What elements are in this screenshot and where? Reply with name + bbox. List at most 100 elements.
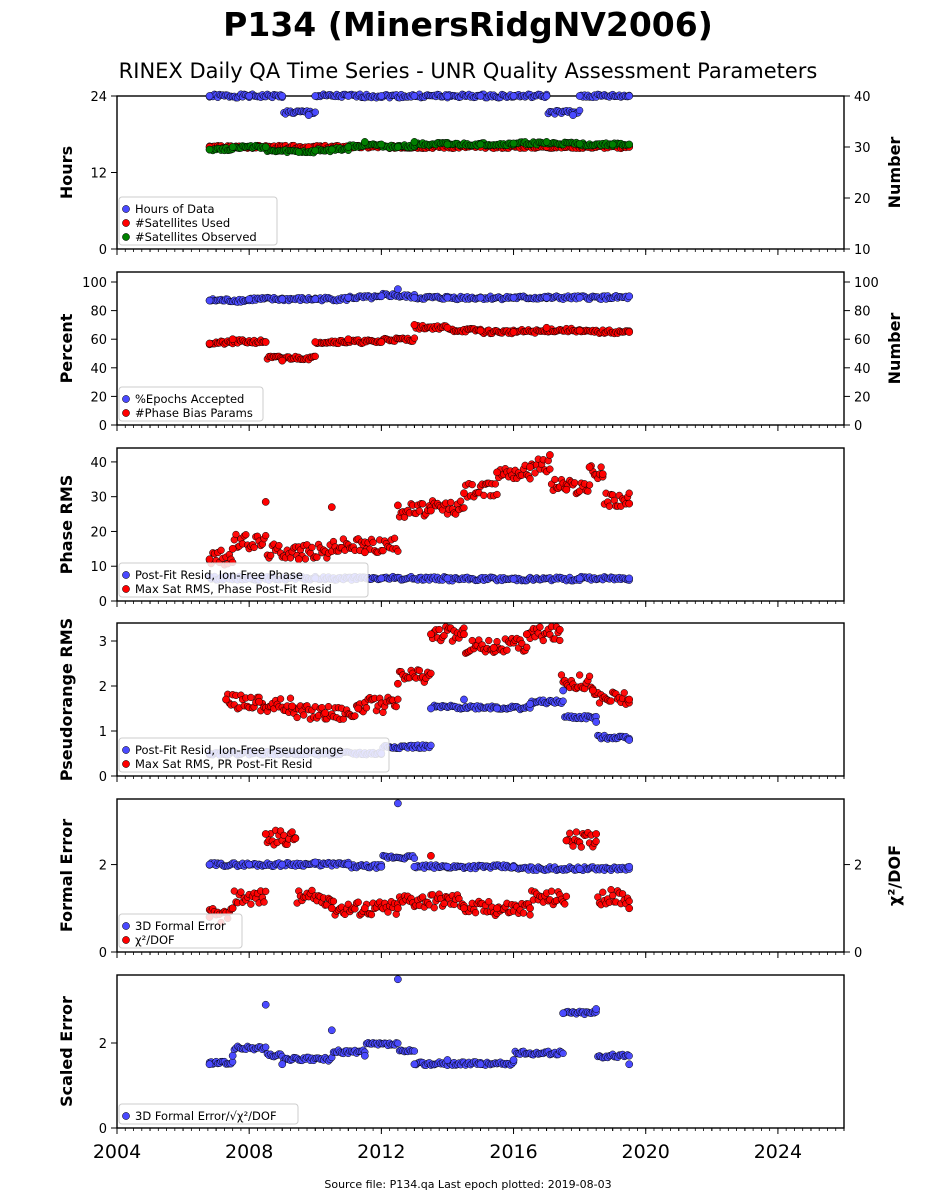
data-point (394, 679, 402, 688)
y-tick-label: 80 (90, 305, 107, 320)
data-point (311, 352, 319, 360)
data-point (443, 140, 452, 149)
data-point (379, 547, 387, 555)
x-tick-label: 2024 (754, 1141, 802, 1163)
legend-marker (122, 936, 130, 944)
data-point (509, 139, 518, 148)
data-point (286, 554, 295, 562)
data-point (625, 292, 634, 301)
legend-box (118, 386, 264, 422)
data-point (217, 546, 225, 554)
data-point (575, 106, 584, 115)
data-point (569, 111, 577, 119)
data-point (344, 860, 353, 869)
data-point (245, 92, 254, 100)
data-point (419, 893, 427, 901)
data-point (457, 497, 465, 505)
legend-marker (122, 205, 130, 213)
y-tick-label: 12 (90, 167, 107, 182)
data-point (493, 637, 501, 646)
data-point (255, 697, 263, 706)
data-point (286, 694, 295, 702)
legend-label: 3D Formal Error (135, 919, 226, 933)
data-point (379, 708, 387, 717)
y-tick-label: 0 (99, 1122, 107, 1137)
data-point (205, 92, 214, 100)
series-red (205, 451, 634, 569)
y-tick-label: 0 (99, 595, 107, 610)
y-right-tick-label: 30 (854, 141, 871, 156)
data-point (575, 92, 584, 100)
data-point (427, 630, 435, 639)
y-tick-label: 20 (90, 390, 107, 405)
data-point (625, 489, 633, 497)
data-point (262, 1043, 270, 1051)
data-point (577, 843, 585, 851)
data-point (592, 830, 601, 838)
data-point (526, 700, 534, 708)
data-point (247, 693, 255, 702)
legend-label: Max Sat RMS, Phase Post-Fit Resid (135, 582, 332, 596)
data-point (344, 143, 353, 151)
legend-box (118, 1103, 299, 1125)
data-point (476, 293, 485, 302)
data-point (308, 886, 316, 895)
data-point (526, 904, 534, 913)
data-point (625, 1060, 634, 1069)
data-point (468, 480, 476, 489)
data-point (539, 636, 547, 645)
data-point (443, 1056, 452, 1064)
data-point (329, 897, 338, 905)
data-point (555, 625, 564, 634)
data-point (311, 338, 320, 346)
legend-marker (122, 409, 130, 417)
data-point (559, 1049, 567, 1058)
legend-box (118, 913, 243, 949)
data-point (410, 862, 419, 871)
data-point (261, 830, 270, 838)
chart-panel-6: 0 2 Scaled Error 3D Formal Error/√χ²/DOF 200… (57, 974, 845, 1163)
data-point (354, 704, 363, 713)
data-point (531, 469, 539, 477)
data-point (245, 860, 254, 869)
data-point (547, 887, 556, 895)
data-point (344, 293, 353, 302)
data-point (360, 138, 369, 146)
data-point (575, 574, 584, 583)
data-point (394, 1039, 402, 1047)
data-point (542, 138, 551, 146)
data-point (536, 623, 544, 631)
data-point (394, 904, 402, 913)
data-point (443, 323, 452, 332)
data-point (509, 1056, 518, 1064)
legend-label: #Phase Bias Params (135, 406, 253, 420)
data-point (261, 498, 270, 506)
data-point (275, 541, 283, 550)
data-point (625, 574, 634, 583)
y-right-tick-label: 40 (854, 90, 871, 105)
data-point (232, 530, 240, 539)
data-point (559, 686, 567, 695)
figure-title: P134 (MinersRidgNV2006) (223, 5, 713, 44)
series-blue (205, 975, 634, 1070)
data-point (280, 831, 288, 840)
chart-panel-2: 0 20 40 60 80 100 0 20 40 60 80 100 Percent Number %Ep… (57, 271, 904, 434)
y-tick-label: 100 (82, 276, 107, 291)
data-point (430, 904, 438, 912)
data-point (585, 481, 594, 489)
legend-marker (122, 395, 130, 403)
data-point (228, 143, 237, 151)
y-tick-label: 40 (90, 362, 107, 377)
data-point (443, 574, 452, 583)
data-point (261, 143, 270, 151)
data-point (440, 631, 448, 640)
legend-label: #Satellites Used (135, 216, 230, 230)
y-tick-label: 60 (90, 333, 107, 348)
y-right-tick-label: 10 (854, 243, 871, 258)
data-point (294, 555, 303, 564)
data-point (415, 507, 424, 515)
data-point (493, 704, 501, 713)
data-point (427, 741, 435, 749)
